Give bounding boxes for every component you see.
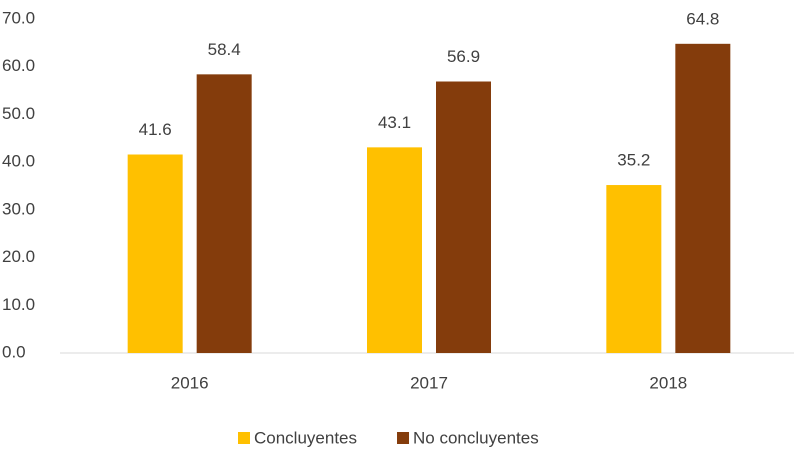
chart: 0.0 10.0 20.0 30.0 40.0 50.0 60.0 70.0 2016 41.6 5… [0, 0, 794, 452]
bar [128, 155, 183, 353]
data-label: 58.4 [208, 40, 241, 59]
bar [367, 147, 422, 353]
y-tick-label: 10.0 [2, 295, 35, 314]
data-label: 35.2 [617, 151, 650, 170]
x-tick-label: 2017 [410, 373, 448, 392]
bar [675, 44, 730, 353]
data-label: 43.1 [378, 113, 411, 132]
data-label: 56.9 [447, 47, 480, 66]
data-label: 64.8 [686, 9, 719, 28]
legend-swatch [238, 432, 250, 444]
bar [197, 74, 252, 353]
y-tick-label: 50.0 [2, 104, 35, 123]
legend-label: Concluyentes [254, 428, 357, 447]
y-tick-label: 20.0 [2, 247, 35, 266]
bar [606, 185, 661, 353]
bar [436, 82, 491, 353]
y-tick-label: 70.0 [2, 8, 35, 27]
legend-label: No concluyentes [413, 428, 539, 447]
x-tick-label: 2016 [171, 373, 209, 392]
x-tick-label: 2018 [649, 373, 687, 392]
y-tick-label: 0.0 [2, 342, 26, 361]
data-label: 41.6 [139, 120, 172, 139]
y-tick-label: 30.0 [2, 199, 35, 218]
y-tick-label: 40.0 [2, 152, 35, 171]
y-tick-label: 60.0 [2, 56, 35, 75]
legend-swatch [397, 432, 409, 444]
